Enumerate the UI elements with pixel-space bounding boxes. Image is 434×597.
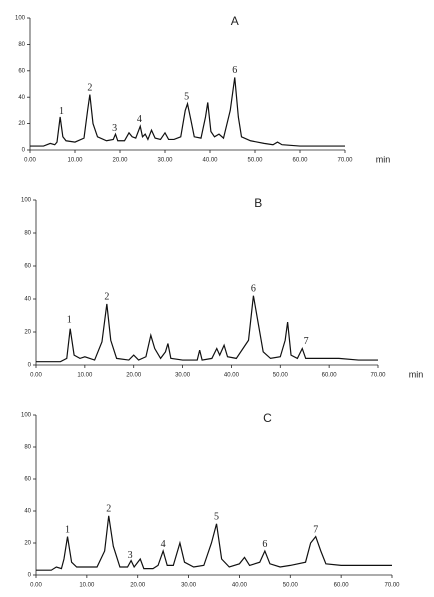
y-tick-label: 100: [21, 413, 32, 419]
peak-label: 3: [128, 550, 133, 561]
y-tick-label: 80: [18, 42, 25, 48]
x-tick-label: 70.00: [337, 158, 353, 164]
trace: [36, 295, 378, 363]
peak-label: 7: [313, 524, 318, 535]
x-tick-label: 0.00: [30, 373, 42, 379]
trace: [36, 515, 392, 571]
x-tick-label: 40.00: [202, 158, 218, 164]
panel-title: A: [231, 14, 239, 28]
x-tick-label: 0.00: [30, 583, 42, 589]
x-tick-label: 30.00: [175, 373, 191, 379]
y-tick-label: 20: [24, 330, 31, 336]
peak-label: 1: [65, 524, 70, 535]
x-tick-label: 70.00: [384, 583, 400, 589]
peak-label: 5: [214, 512, 219, 523]
x-tick-label: 60.00: [322, 373, 338, 379]
peak-label: 1: [59, 106, 64, 117]
y-tick-label: 80: [24, 445, 31, 451]
y-tick-label: 40: [24, 509, 31, 515]
y-tick-label: 20: [24, 541, 31, 547]
y-tick-label: 80: [24, 231, 31, 237]
y-tick-label: 0: [22, 148, 26, 154]
trace: [30, 77, 345, 147]
x-tick-label: 70.00: [370, 373, 386, 379]
peak-label: 1: [67, 315, 72, 326]
peak-label: 7: [304, 336, 309, 347]
x-tick-label: 30.00: [157, 158, 173, 164]
y-tick-label: 100: [15, 16, 26, 22]
peak-label: 5: [184, 91, 189, 102]
y-tick-label: 0: [28, 363, 32, 369]
x-tick-label: 0.00: [24, 158, 36, 164]
x-tick-label: 20.00: [112, 158, 128, 164]
x-tick-label: 10.00: [79, 583, 95, 589]
peak-label: 2: [104, 292, 109, 303]
panel-title: C: [263, 411, 272, 425]
peak-label: 6: [251, 283, 256, 294]
y-tick-label: 60: [18, 68, 25, 74]
x-tick-label: 10.00: [77, 373, 93, 379]
x-tick-label: 30.00: [181, 583, 197, 589]
peak-label: 6: [262, 539, 267, 550]
x-tick-label: 40.00: [224, 373, 240, 379]
x-tick-label: 50.00: [273, 373, 289, 379]
peak-label: 2: [87, 82, 92, 93]
x-tick-label: 10.00: [67, 158, 83, 164]
x-tick-label: 40.00: [232, 583, 248, 589]
x-tick-label: 50.00: [247, 158, 263, 164]
y-tick-label: 100: [21, 198, 32, 204]
peak-label: 6: [232, 65, 237, 76]
x-tick-label: 20.00: [126, 373, 142, 379]
y-tick-label: 60: [24, 264, 31, 270]
y-tick-label: 20: [18, 121, 25, 127]
x-tick-label: 20.00: [130, 583, 146, 589]
x-axis-label: min: [409, 369, 424, 379]
peak-label: 4: [137, 114, 142, 125]
x-tick-label: 60.00: [334, 583, 350, 589]
y-tick-label: 0: [28, 573, 32, 579]
y-tick-label: 60: [24, 477, 31, 483]
x-tick-label: 50.00: [283, 583, 299, 589]
x-tick-label: 60.00: [292, 158, 308, 164]
panel-title: B: [254, 196, 262, 210]
peak-label: 3: [112, 123, 117, 134]
peak-label: 4: [161, 539, 166, 550]
y-tick-label: 40: [18, 95, 25, 101]
peak-label: 2: [106, 504, 111, 515]
x-axis-label: min: [376, 154, 391, 164]
y-tick-label: 40: [24, 297, 31, 303]
